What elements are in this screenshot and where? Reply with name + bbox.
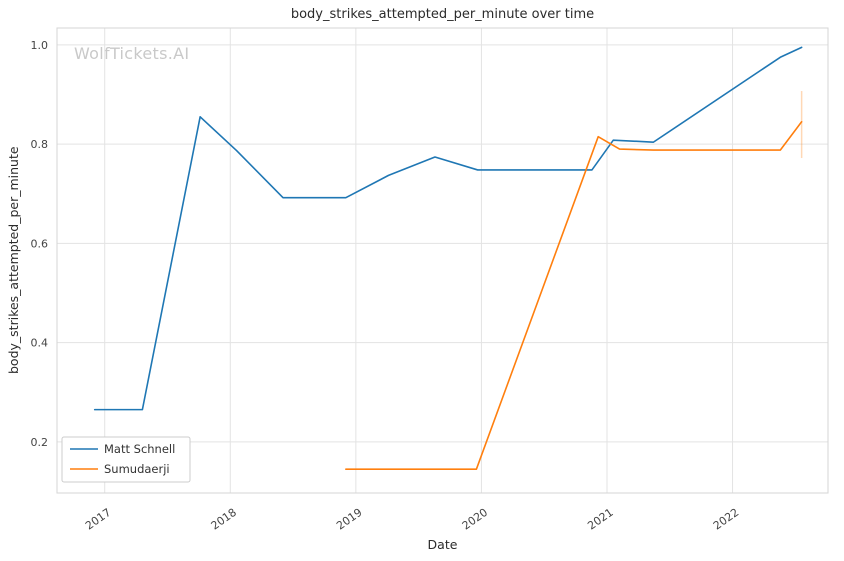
chart-title: body_strikes_attempted_per_minute over t… <box>290 7 595 22</box>
x-tick-label: 2021 <box>585 506 615 533</box>
legend-label: Sumudaerji <box>104 462 170 476</box>
legend-label: Matt Schnell <box>104 442 175 456</box>
series-line-matt-schnell <box>93 46 803 411</box>
y-tick-label: 0.4 <box>31 337 49 350</box>
x-tick-label: 2017 <box>83 506 113 533</box>
x-tick-label: 2019 <box>334 506 364 533</box>
x-tick-label: 2022 <box>711 506 741 533</box>
watermark: WolfTickets.AI <box>74 44 190 63</box>
y-tick-label: 0.2 <box>31 436 49 449</box>
plot-border <box>56 27 829 494</box>
x-tick-label: 2018 <box>209 506 239 533</box>
x-axis-label: Date <box>427 537 458 552</box>
y-tick-label: 0.6 <box>31 237 49 250</box>
y-tick-label: 1.0 <box>31 39 49 52</box>
y-tick-label: 0.8 <box>31 138 49 151</box>
x-tick-label: 2020 <box>460 506 490 533</box>
series-line-sumudaerji <box>345 120 803 470</box>
